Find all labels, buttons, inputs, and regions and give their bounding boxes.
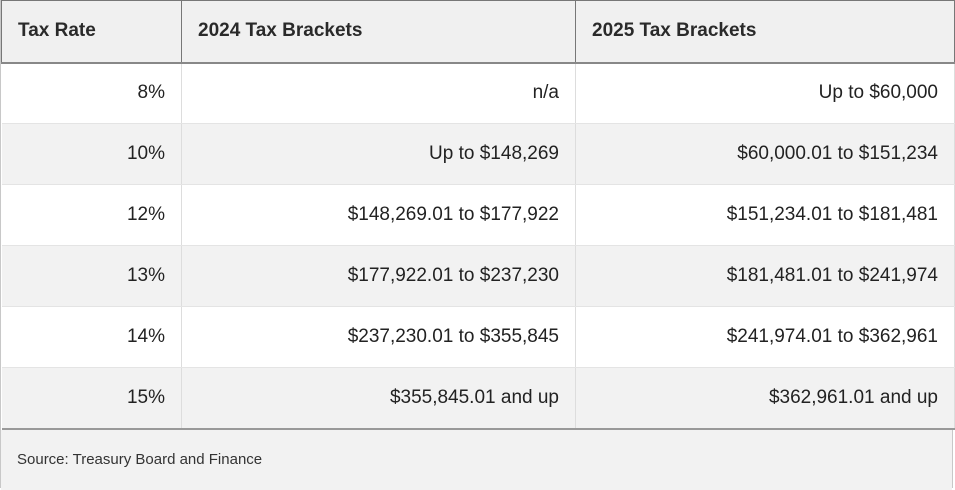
header-tax-rate: Tax Rate	[1, 0, 182, 64]
bracket-2024-cell: $237,230.01 to $355,845	[181, 306, 576, 368]
table-row: 14% $237,230.01 to $355,845 $241,974.01 to…	[1, 306, 955, 368]
header-2024-brackets: 2024 Tax Brackets	[181, 0, 576, 64]
bracket-2025-cell: $60,000.01 to $151,234	[575, 123, 955, 185]
table-row: 13% $177,922.01 to $237,230 $181,481.01 to…	[1, 245, 955, 307]
tax-rate-cell: 14%	[1, 306, 182, 368]
tax-rate-cell: 10%	[1, 123, 182, 185]
bracket-2025-cell: $241,974.01 to $362,961	[575, 306, 955, 368]
table-header-row: Tax Rate 2024 Tax Brackets 2025 Tax Brac…	[1, 0, 955, 64]
table-row: 10% Up to $148,269 $60,000.01 to $151,234	[1, 123, 955, 185]
bracket-2024-cell: Up to $148,269	[181, 123, 576, 185]
bracket-2024-cell: $177,922.01 to $237,230	[181, 245, 576, 307]
tax-rate-cell: 15%	[1, 367, 182, 430]
source-note: Source: Treasury Board and Finance	[17, 451, 263, 468]
table-row: 8% n/a Up to $60,000	[1, 62, 955, 124]
bracket-2024-cell: $355,845.01 and up	[181, 367, 576, 430]
table-footer: Source: Treasury Board and Finance	[1, 429, 952, 490]
header-2025-brackets: 2025 Tax Brackets	[575, 0, 955, 64]
bracket-2025-cell: $151,234.01 to $181,481	[575, 184, 955, 246]
bracket-2024-cell: $148,269.01 to $177,922	[181, 184, 576, 246]
table-row: 15% $355,845.01 and up $362,961.01 and up	[1, 367, 955, 430]
tax-rate-cell: 8%	[1, 62, 182, 124]
bracket-2025-cell: $362,961.01 and up	[575, 367, 955, 430]
bracket-2025-cell: $181,481.01 to $241,974	[575, 245, 955, 307]
bracket-2024-cell: n/a	[181, 62, 576, 124]
tax-bracket-table: Tax Rate 2024 Tax Brackets 2025 Tax Brac…	[1, 0, 955, 430]
table-row: 12% $148,269.01 to $177,922 $151,234.01 to…	[1, 184, 955, 246]
bracket-2025-cell: Up to $60,000	[575, 62, 955, 124]
tax-rate-cell: 13%	[1, 245, 182, 307]
tax-rate-cell: 12%	[1, 184, 182, 246]
